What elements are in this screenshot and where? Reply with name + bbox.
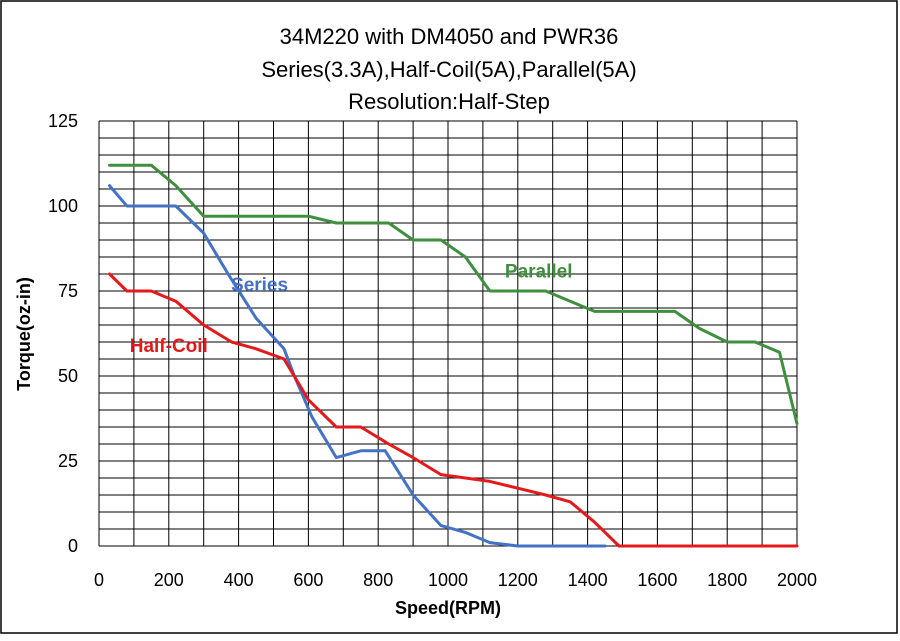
y-tick-label: 0: [68, 536, 78, 556]
y-tick-label: 125: [48, 111, 78, 131]
chart-title-line-3: Resolution:Half-Step: [348, 89, 550, 114]
x-tick-label: 1000: [428, 570, 468, 590]
y-tick-label: 50: [58, 366, 78, 386]
x-tick-label: 400: [224, 570, 254, 590]
y-tick-label: 75: [58, 281, 78, 301]
series-labels: Series Half-Coil Parallel: [130, 261, 573, 357]
x-tick-label: 2000: [777, 570, 817, 590]
series-line-parallel: [108, 163, 799, 426]
x-tick-label: 600: [293, 570, 323, 590]
y-axis-label: Torque(oz-in): [14, 277, 34, 391]
chart-title-line-1: 34M220 with DM4050 and PWR36: [280, 24, 619, 49]
x-tick-label: 1400: [568, 570, 608, 590]
x-tick-label: 800: [363, 570, 393, 590]
series-label-parallel: Parallel: [505, 261, 573, 282]
series-line-half-coil: [108, 272, 799, 548]
series-lines: [108, 163, 799, 548]
y-tick-label: 25: [58, 451, 78, 471]
series-label-half-coil: Half-Coil: [130, 336, 208, 357]
x-tick-label: 1800: [707, 570, 747, 590]
x-tick-label: 200: [154, 570, 184, 590]
chart-title-line-2: Series(3.3A),Half-Coil(5A),Parallel(5A): [261, 57, 636, 82]
series-line-series: [108, 184, 607, 548]
x-axis-label: Speed(RPM): [395, 598, 501, 618]
x-tick-label: 0: [94, 570, 104, 590]
series-label-series: Series: [231, 275, 288, 296]
x-tick-label: 1600: [637, 570, 677, 590]
y-tick-label: 100: [48, 196, 78, 216]
x-tick-label: 1200: [498, 570, 538, 590]
plot-grid: [98, 120, 798, 547]
axis-ticks: 0 200 400 600 800 1000 1200 1400 1600 1800 2000 0 25…: [48, 111, 817, 590]
